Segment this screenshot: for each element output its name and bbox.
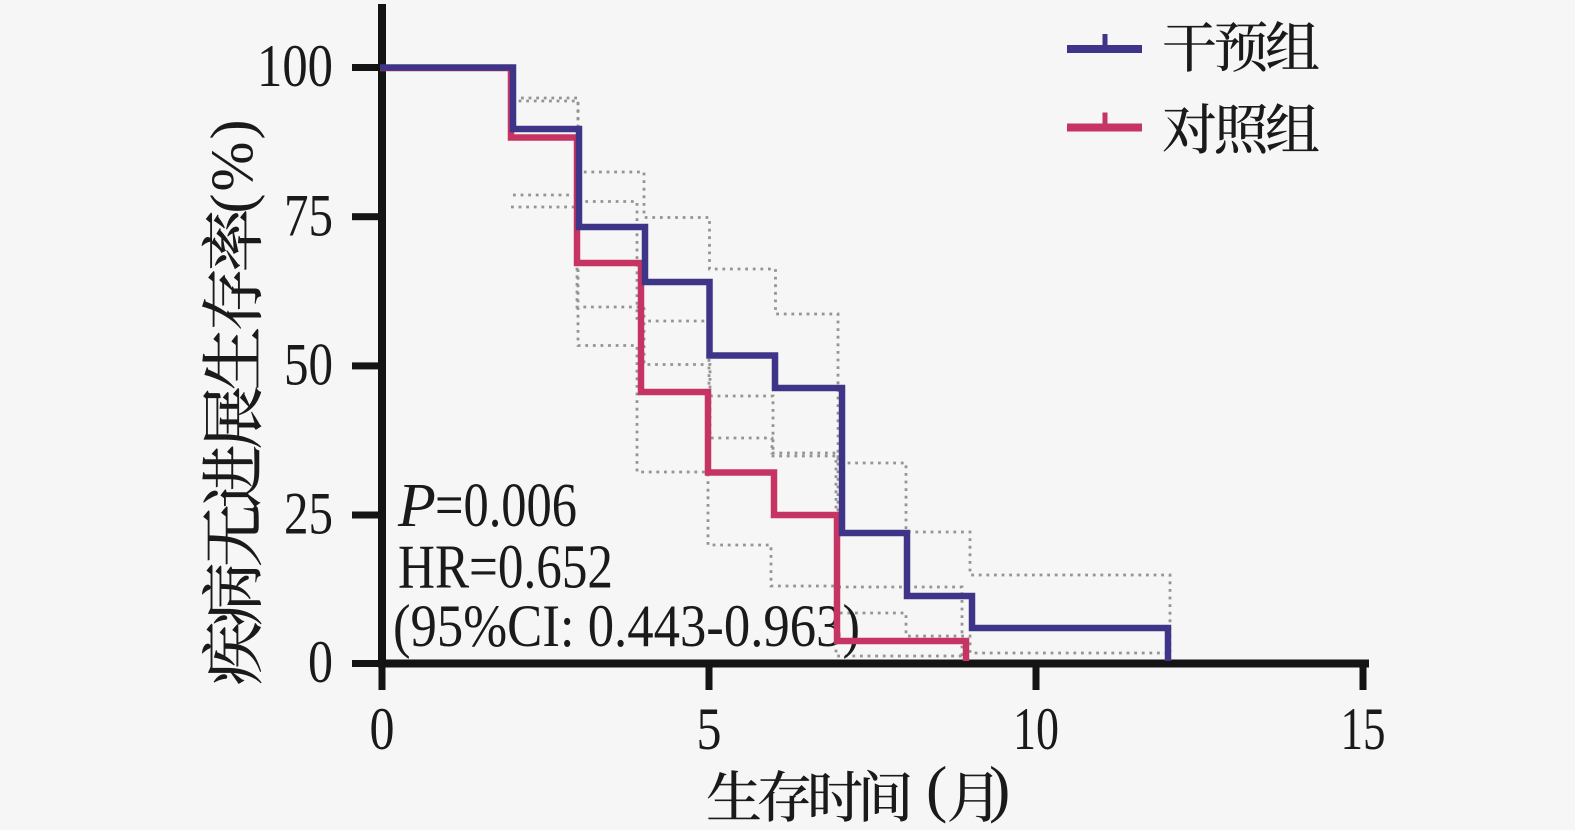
svg-text:25: 25	[284, 481, 333, 547]
svg-text:75: 75	[284, 182, 333, 248]
svg-text:HR=0.652: HR=0.652	[398, 534, 613, 602]
svg-text:50: 50	[284, 332, 333, 398]
svg-text:P: P	[397, 472, 436, 540]
svg-text:): )	[989, 753, 1010, 824]
svg-text:(: (	[926, 753, 947, 824]
svg-text:5: 5	[697, 696, 722, 762]
svg-text:=0.006: =0.006	[435, 472, 577, 540]
svg-text:100: 100	[257, 33, 333, 99]
svg-text:(%): (%)	[199, 118, 265, 214]
svg-text:10: 10	[1013, 696, 1059, 762]
svg-text:15: 15	[1341, 696, 1386, 762]
svg-text:0: 0	[370, 696, 395, 762]
svg-text:(95%CI: 0.443-0.963): (95%CI: 0.443-0.963)	[393, 593, 860, 659]
svg-text:0: 0	[308, 629, 333, 695]
